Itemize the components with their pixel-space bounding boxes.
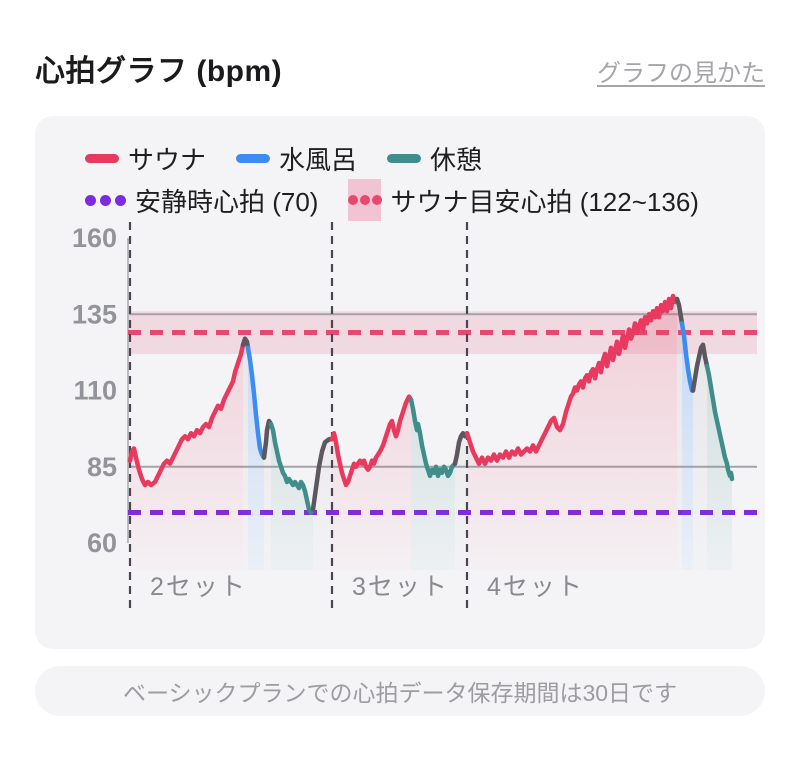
sauna-line-swatch [85, 153, 119, 163]
legend-item-sauna: サウナ [85, 140, 206, 177]
target-hr-band-swatch [347, 179, 382, 221]
y-tick-label: 60 [87, 528, 117, 558]
hr-segment-move [310, 437, 335, 512]
hr-segment-sauna [464, 293, 680, 466]
hr-segment-move [452, 430, 470, 466]
hr-segment-water [245, 345, 267, 460]
hr-segment-move [261, 418, 274, 460]
legend-label-sauna: サウナ [128, 144, 207, 175]
legend-label-rest: 休憩 [430, 144, 483, 175]
y-tick-label: 85 [87, 452, 117, 482]
plan-retention-text: ベーシックプランでの心拍データ保存期間は30日です [122, 680, 678, 706]
hr-segment-move [240, 336, 251, 351]
plan-retention-note: ベーシックプランでの心拍データ保存期間は30日です [35, 666, 765, 716]
hr-segment-rest [268, 421, 316, 515]
page-title: 心拍グラフ (bpm) [35, 55, 283, 88]
set-label: 3セット [352, 573, 449, 601]
chart-legend: サウナ 水風呂 休憩 安静時心拍 (70) [47, 140, 753, 221]
legend-item-rest: 休憩 [387, 140, 482, 177]
y-tick-label: 135 [72, 299, 117, 329]
graph-help-link[interactable]: グラフの見かた [597, 60, 765, 87]
hr-segment-move [690, 342, 710, 393]
legend-row-phases: サウナ 水風呂 休憩 [85, 140, 753, 176]
hr-segment-sauna [329, 394, 414, 488]
legend-row-reference: 安静時心拍 (70) サウナ目安心拍 (122~136) [85, 179, 753, 221]
legend-item-target-hr: サウナ目安心拍 (122~136) [347, 179, 699, 221]
chart-panel: サウナ 水風呂 休憩 安静時心拍 (70) [35, 116, 765, 649]
resting-hr-dotted-swatch [85, 194, 126, 206]
hr-segment-rest [704, 363, 735, 482]
hr-segment-sauna [127, 342, 246, 488]
rest-line-swatch [387, 153, 422, 163]
heart-rate-card: 心拍グラフ (bpm) グラフの見かた サウナ 水風呂 休憩 [35, 46, 765, 716]
card-header: 心拍グラフ (bpm) グラフの見かた [35, 46, 765, 90]
y-tick-label: 110 [73, 376, 117, 406]
heart-rate-chart: 160 135 110 85 60 2セット 3セット 4セット [72, 222, 757, 610]
hr-segment-move [674, 296, 685, 326]
legend-label-target-hr: サウナ目安心拍 (122~136) [390, 186, 699, 217]
set-label: 2セット [150, 573, 247, 601]
water-line-swatch [236, 153, 271, 163]
y-tick-label: 160 [72, 223, 117, 253]
legend-item-resting-hr: 安静時心拍 (70) [85, 182, 318, 219]
set-label: 4セット [487, 573, 584, 601]
legend-label-resting-hr: 安静時心拍 (70) [135, 186, 319, 217]
hr-segment-rest [408, 397, 458, 479]
legend-item-water: 水風呂 [236, 140, 357, 177]
legend-label-water: 水風呂 [279, 144, 358, 175]
